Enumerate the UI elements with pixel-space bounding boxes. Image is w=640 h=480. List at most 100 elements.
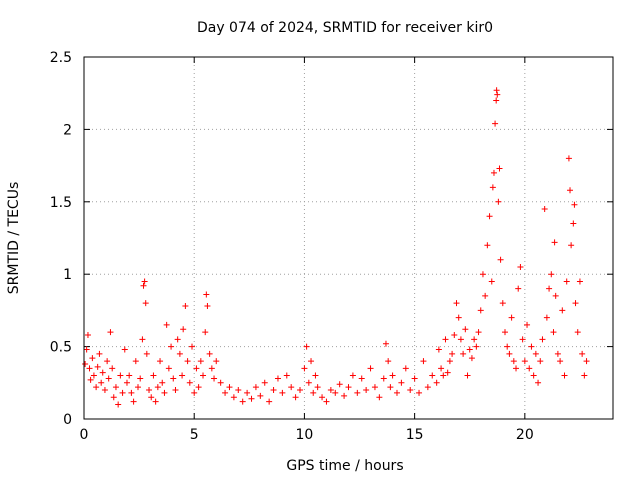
data-point <box>457 336 464 343</box>
data-point <box>494 91 501 98</box>
data-point <box>380 375 387 382</box>
chart-title: Day 074 of 2024, SRMTID for receiver kir… <box>197 20 493 36</box>
data-point <box>189 343 196 350</box>
data-point <box>96 350 103 357</box>
data-point <box>453 300 460 307</box>
data-point <box>521 358 528 365</box>
data-point <box>82 360 89 367</box>
data-point <box>235 387 242 394</box>
data-point <box>486 213 493 220</box>
data-point <box>435 346 442 353</box>
data-point <box>139 336 146 343</box>
data-point <box>354 389 361 396</box>
y-tick-label: 2.5 <box>50 50 72 66</box>
tick-labels: 0 5 10 15 20 0 0.5 1 1.5 2 2.5 <box>50 50 534 443</box>
data-point <box>444 369 451 376</box>
data-point <box>557 358 564 365</box>
data-point <box>141 278 148 285</box>
data-point <box>464 372 471 379</box>
data-point <box>567 187 574 194</box>
data-point <box>305 379 312 386</box>
data-point <box>583 358 590 365</box>
data-point <box>460 350 467 357</box>
data-point <box>550 329 557 336</box>
data-point <box>174 336 181 343</box>
data-point <box>559 307 566 314</box>
data-point <box>455 314 462 321</box>
data-point <box>99 369 106 376</box>
data-point <box>274 375 281 382</box>
data-point <box>493 87 500 94</box>
data-point <box>407 387 414 394</box>
data-point <box>115 401 122 408</box>
data-point <box>442 336 449 343</box>
data-point <box>501 329 508 336</box>
data-point <box>565 155 572 162</box>
data-point <box>150 372 157 379</box>
data-point <box>513 365 520 372</box>
x-tick-label: 5 <box>190 427 199 443</box>
data-point <box>312 372 319 379</box>
data-point <box>367 365 374 372</box>
data-point <box>137 375 144 382</box>
data-point <box>310 389 317 396</box>
data-point <box>446 358 453 365</box>
data-point <box>208 365 215 372</box>
data-point <box>154 384 161 391</box>
data-point <box>292 394 299 401</box>
data-point <box>387 384 394 391</box>
data-point <box>571 201 578 208</box>
data-point <box>182 303 189 310</box>
data-point <box>283 372 290 379</box>
data-point <box>191 389 198 396</box>
data-point <box>319 394 326 401</box>
data-point <box>90 372 97 379</box>
data-point <box>468 355 475 362</box>
data-point <box>393 389 400 396</box>
data-point <box>358 375 365 382</box>
data-point <box>530 372 537 379</box>
data-point <box>517 263 524 270</box>
data-point <box>484 242 491 249</box>
data-point <box>482 292 489 299</box>
data-point <box>89 355 96 362</box>
data-point <box>157 358 164 365</box>
data-point <box>244 389 251 396</box>
data-point <box>382 340 389 347</box>
data-point <box>202 329 209 336</box>
data-point <box>574 329 581 336</box>
data-point <box>101 387 108 394</box>
y-tick-label: 2 <box>63 122 72 138</box>
data-point <box>168 343 175 350</box>
data-point <box>496 165 503 172</box>
data-point <box>87 376 94 383</box>
data-point <box>84 332 91 339</box>
data-point <box>563 278 570 285</box>
data-point <box>186 379 193 386</box>
data-point <box>135 384 142 391</box>
data-point <box>332 389 339 396</box>
data-point <box>176 350 183 357</box>
data-point <box>539 336 546 343</box>
data-point <box>528 343 535 350</box>
data-point <box>288 384 295 391</box>
data-point <box>222 389 229 396</box>
data-point <box>130 398 137 405</box>
data-point <box>140 282 147 289</box>
data-point <box>519 336 526 343</box>
data-point <box>526 365 533 372</box>
data-point <box>433 379 440 386</box>
data-point <box>211 375 218 382</box>
data-point <box>119 389 126 396</box>
data-point <box>121 346 128 353</box>
data-point <box>546 285 553 292</box>
data-point <box>537 358 544 365</box>
data-point <box>402 365 409 372</box>
data-point <box>508 314 515 321</box>
data-point <box>492 120 499 127</box>
plot-frame <box>83 56 614 420</box>
data-point <box>581 372 588 379</box>
data-point <box>203 291 210 298</box>
data-point <box>213 358 220 365</box>
